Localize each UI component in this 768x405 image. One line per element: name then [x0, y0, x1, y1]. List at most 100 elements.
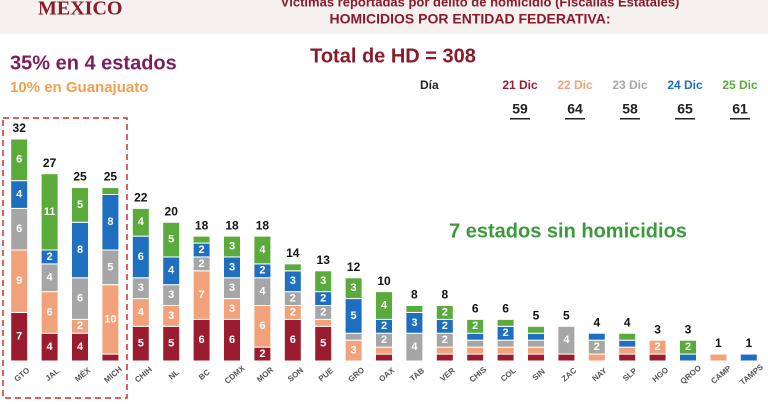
- segment-label: 5: [107, 261, 113, 273]
- bar-total: 22: [134, 191, 148, 205]
- bar-segment: [618, 353, 637, 362]
- segment-label: 2: [199, 258, 205, 270]
- segment-label: 2: [655, 341, 661, 353]
- bar-segment: [283, 263, 302, 272]
- x-tick-label: GRO: [346, 365, 366, 384]
- bar-segment: [344, 332, 363, 341]
- bar-segment: [739, 353, 758, 362]
- bar-total: 1: [715, 336, 722, 350]
- segment-label: 3: [229, 240, 235, 252]
- segment-label: 4: [16, 188, 23, 200]
- x-tick-label: BC: [197, 367, 212, 381]
- segment-label: 2: [259, 265, 265, 277]
- segment-label: 2: [442, 320, 448, 332]
- legend-total: 65: [677, 101, 693, 117]
- bar-segment: [527, 325, 545, 334]
- bar-total: 18: [256, 218, 270, 232]
- segment-label: 6: [77, 292, 83, 304]
- segment-label: 4: [47, 341, 54, 353]
- segment-label: 4: [259, 286, 266, 298]
- x-tick-label: GTO: [12, 366, 31, 384]
- segment-label: 2: [320, 306, 326, 318]
- segment-label: 2: [381, 334, 387, 346]
- segment-label: 2: [47, 251, 53, 263]
- header-bar: [0, 0, 768, 34]
- legend-label: 23 Dic: [612, 78, 648, 92]
- bar-segment: [466, 353, 485, 362]
- x-tick-label: JAL: [44, 366, 61, 383]
- legend-total: 58: [622, 101, 638, 117]
- bar-segment: [314, 270, 333, 293]
- segment-label: 3: [229, 303, 235, 315]
- bar-total: 27: [43, 156, 57, 170]
- bar-segment: [375, 353, 393, 362]
- segment-label: 7: [199, 289, 205, 301]
- bar-segment: [253, 235, 272, 265]
- bar-segment: [496, 318, 515, 327]
- bar-total: 12: [347, 260, 361, 274]
- bar-segment: [496, 353, 515, 362]
- bar-total: 8: [411, 288, 418, 302]
- bar-total: 5: [563, 308, 570, 322]
- bar-segment: [679, 339, 697, 355]
- bar-total: 25: [73, 170, 87, 184]
- bar-segment: [527, 346, 545, 355]
- segment-label: 4: [168, 265, 175, 277]
- bar-segment: [466, 346, 485, 355]
- legend-label: 25 Dic: [722, 78, 758, 92]
- legend-underline: [565, 118, 585, 120]
- x-tick-label: SON: [286, 366, 305, 384]
- legend-label: 22 Dic: [557, 78, 593, 92]
- segment-label: 3: [229, 282, 235, 294]
- x-tick-label: HGO: [650, 365, 670, 384]
- bar-segment: [648, 353, 667, 362]
- bar-segment: [435, 305, 454, 320]
- x-tick-label: SIN: [531, 367, 547, 383]
- segment-label: 6: [16, 223, 22, 235]
- x-tick-label: CHIS: [468, 365, 489, 385]
- x-tick-label: TAB: [408, 366, 426, 383]
- segment-label: 6: [259, 320, 265, 332]
- segment-label: 3: [229, 261, 235, 273]
- bar-total: 25: [104, 170, 118, 184]
- segment-label: 6: [290, 334, 296, 346]
- segment-label: 3: [351, 282, 357, 294]
- segment-label: 2: [594, 341, 600, 353]
- annotation: 7 estados sin homicidios: [449, 220, 687, 242]
- chart-title: Total de HD = 308: [310, 45, 476, 67]
- x-tick-label: QROO: [678, 363, 703, 386]
- legend-underline: [675, 118, 695, 120]
- segment-label: 6: [16, 154, 22, 166]
- segment-label: 5: [77, 199, 83, 211]
- segment-label: 4: [77, 341, 84, 353]
- logo: MÉXICO: [38, 0, 122, 20]
- segment-label: 4: [563, 334, 570, 346]
- segment-label: 4: [47, 272, 54, 284]
- annotation: 35% en 4 estados: [10, 52, 177, 74]
- highlight-box: [2, 117, 128, 399]
- x-tick-label: ZAC: [560, 366, 579, 384]
- segment-label: 5: [320, 338, 326, 350]
- bar-segment: [557, 325, 576, 355]
- segment-label: 3: [138, 282, 144, 294]
- segment-label: 2: [199, 244, 205, 256]
- bar-total: 32: [13, 121, 27, 135]
- legend-total: 61: [732, 101, 748, 117]
- segment-label: 8: [77, 244, 83, 256]
- bar-total: 20: [165, 204, 179, 218]
- x-tick-label: OAX: [377, 365, 397, 383]
- bar-segment: [71, 187, 89, 223]
- bar-segment: [466, 332, 485, 341]
- x-tick-label: VER: [438, 366, 457, 384]
- segment-label: 2: [685, 341, 691, 353]
- segment-label: 6: [47, 306, 53, 318]
- bar-segment: [405, 305, 424, 313]
- bar-segment: [10, 138, 29, 182]
- segment-label: 7: [16, 331, 22, 343]
- segment-label: 4: [138, 306, 145, 318]
- segment-label: 3: [168, 310, 174, 322]
- legend-label: 24 Dic: [667, 78, 703, 92]
- segment-label: 9: [16, 275, 22, 287]
- bar-segment: [435, 346, 454, 355]
